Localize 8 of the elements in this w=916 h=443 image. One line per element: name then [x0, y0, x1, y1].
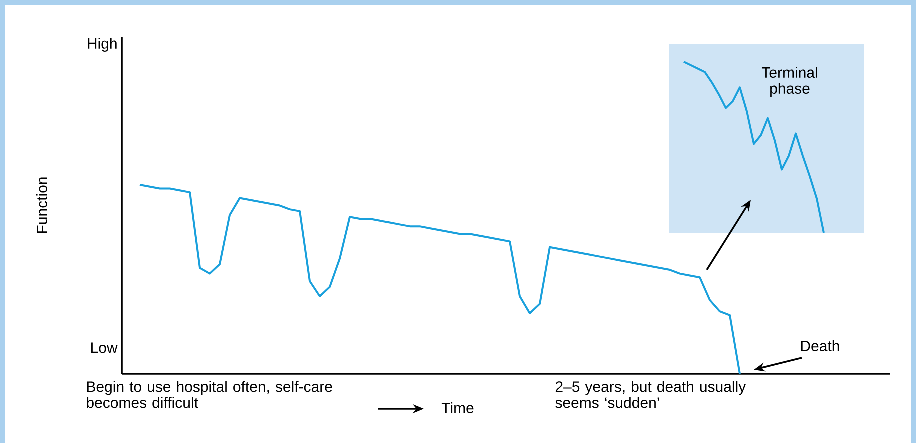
text: Low — [92, 342, 118, 354]
text: High — [88, 38, 117, 52]
annotation: Terminal phase — [762, 67, 818, 97]
text: Time — [442, 402, 474, 414]
text: Death — [801, 340, 840, 352]
text: Begin to use hospital often, self-care becomes difficult — [87, 381, 332, 408]
y-axis-title: Function — [36, 178, 48, 234]
text: 2–5 years, but death usually seems ‘sudden’ — [556, 381, 746, 408]
